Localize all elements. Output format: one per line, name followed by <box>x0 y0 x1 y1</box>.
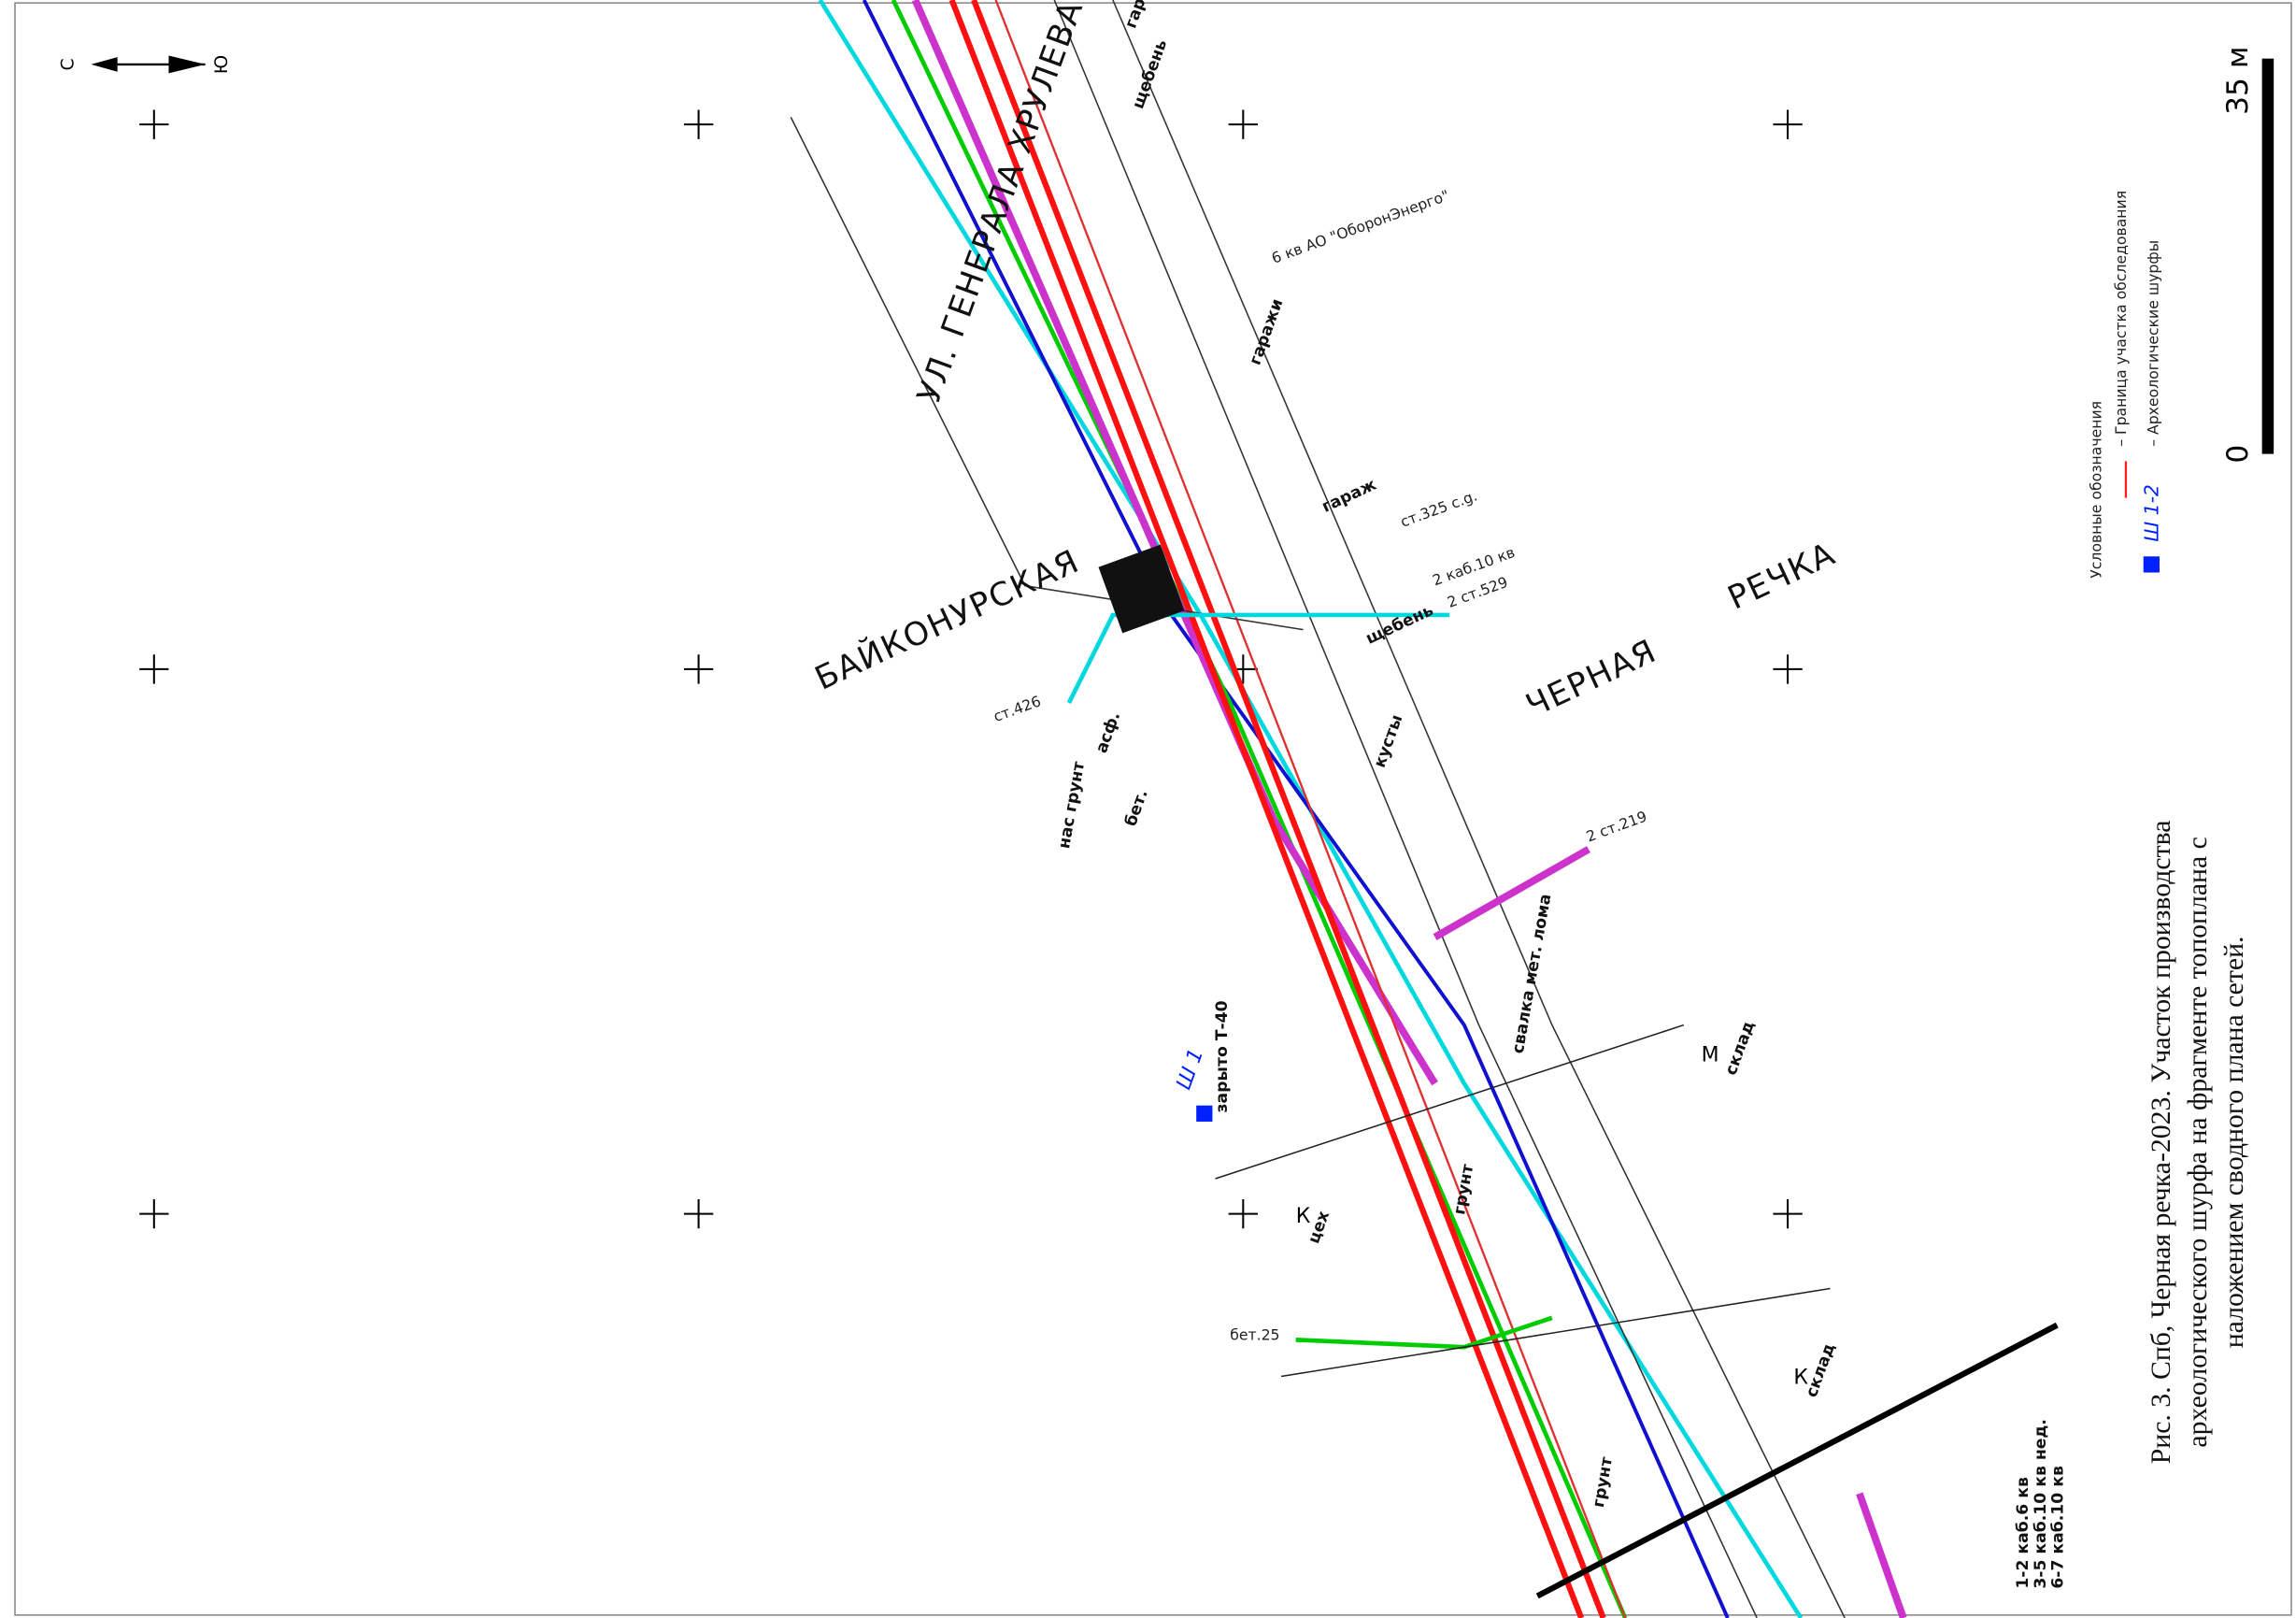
scale-max: 35 м <box>2221 46 2255 114</box>
street-name: БАЙКОНУРСКАЯ <box>809 542 1086 698</box>
map-label: 1-2 каб.6 кв <box>2014 1477 2032 1589</box>
map-label: нас грунт <box>1055 760 1089 850</box>
street-name: ЧЕРНАЯ <box>1520 633 1662 725</box>
network-lines <box>790 0 2059 1618</box>
scale-zero: 0 <box>2221 445 2255 464</box>
scale-bar: 0 35 м <box>2221 46 2275 464</box>
frame <box>14 2 2292 1616</box>
map-label: кусты <box>1371 712 1407 770</box>
map-label: асф. <box>1092 709 1124 756</box>
legend-title: Условные обозначения <box>2087 401 2104 579</box>
map-label: ст.325 с.g. <box>1398 486 1479 530</box>
map-label: 3-5 каб.10 кв нед. <box>2032 1419 2050 1589</box>
map-label: склад <box>1722 1019 1759 1078</box>
caption: Рис. 3. Спб, Черная речка-2023. Участок … <box>2146 821 2249 1465</box>
map-label: свалка мет. лома <box>1509 893 1556 1055</box>
map-label: зарыто Т-40 <box>1213 1000 1232 1112</box>
pit-label: Ш 1 <box>1173 1046 1209 1093</box>
map-label: грунт <box>1450 1163 1477 1216</box>
map-label: щебень <box>1129 37 1171 111</box>
map-label: гаражи <box>1246 296 1287 367</box>
map-label: бет. <box>1121 787 1152 829</box>
map-label: бет.25 <box>1230 1325 1279 1343</box>
legend-item: – Археологические шурфы <box>2144 240 2161 447</box>
legend: Условные обозначения – Граница участка о… <box>2087 191 2162 579</box>
chamber <box>1098 544 1185 634</box>
caption-line: археологического шурфа на фрагменте топо… <box>2182 837 2213 1447</box>
map-label: 2 ст.219 <box>1584 808 1649 846</box>
map-label: гараж <box>1319 476 1379 517</box>
north-label: С <box>59 58 78 70</box>
map-label: 6 кв АО "ОборонЭнерго" <box>1269 186 1451 267</box>
map-label: М <box>1702 1044 1719 1067</box>
map-label: 6-7 каб.10 кв <box>2049 1466 2068 1589</box>
north-arrow: С Ю <box>59 55 232 74</box>
legend-item: – Граница участка обследования <box>2112 191 2130 447</box>
grid-crosses <box>139 109 1803 1229</box>
map-label: грунт <box>1590 1455 1617 1509</box>
street-name: РЕЧКА <box>1722 536 1842 618</box>
map-label: ст.426 <box>991 692 1043 725</box>
map-label: гаражи <box>1121 0 1162 31</box>
map-label: К <box>1296 1205 1311 1228</box>
legend-pit-label: Ш 1-2 <box>2140 484 2162 542</box>
map-label: К <box>1793 1366 1808 1389</box>
caption-line: наложением сводного плана сетей. <box>2218 937 2249 1349</box>
south-label: Ю <box>212 55 232 74</box>
pit-marker <box>1196 1105 1213 1122</box>
caption-line: Рис. 3. Спб, Черная речка-2023. Участок … <box>2146 821 2176 1465</box>
